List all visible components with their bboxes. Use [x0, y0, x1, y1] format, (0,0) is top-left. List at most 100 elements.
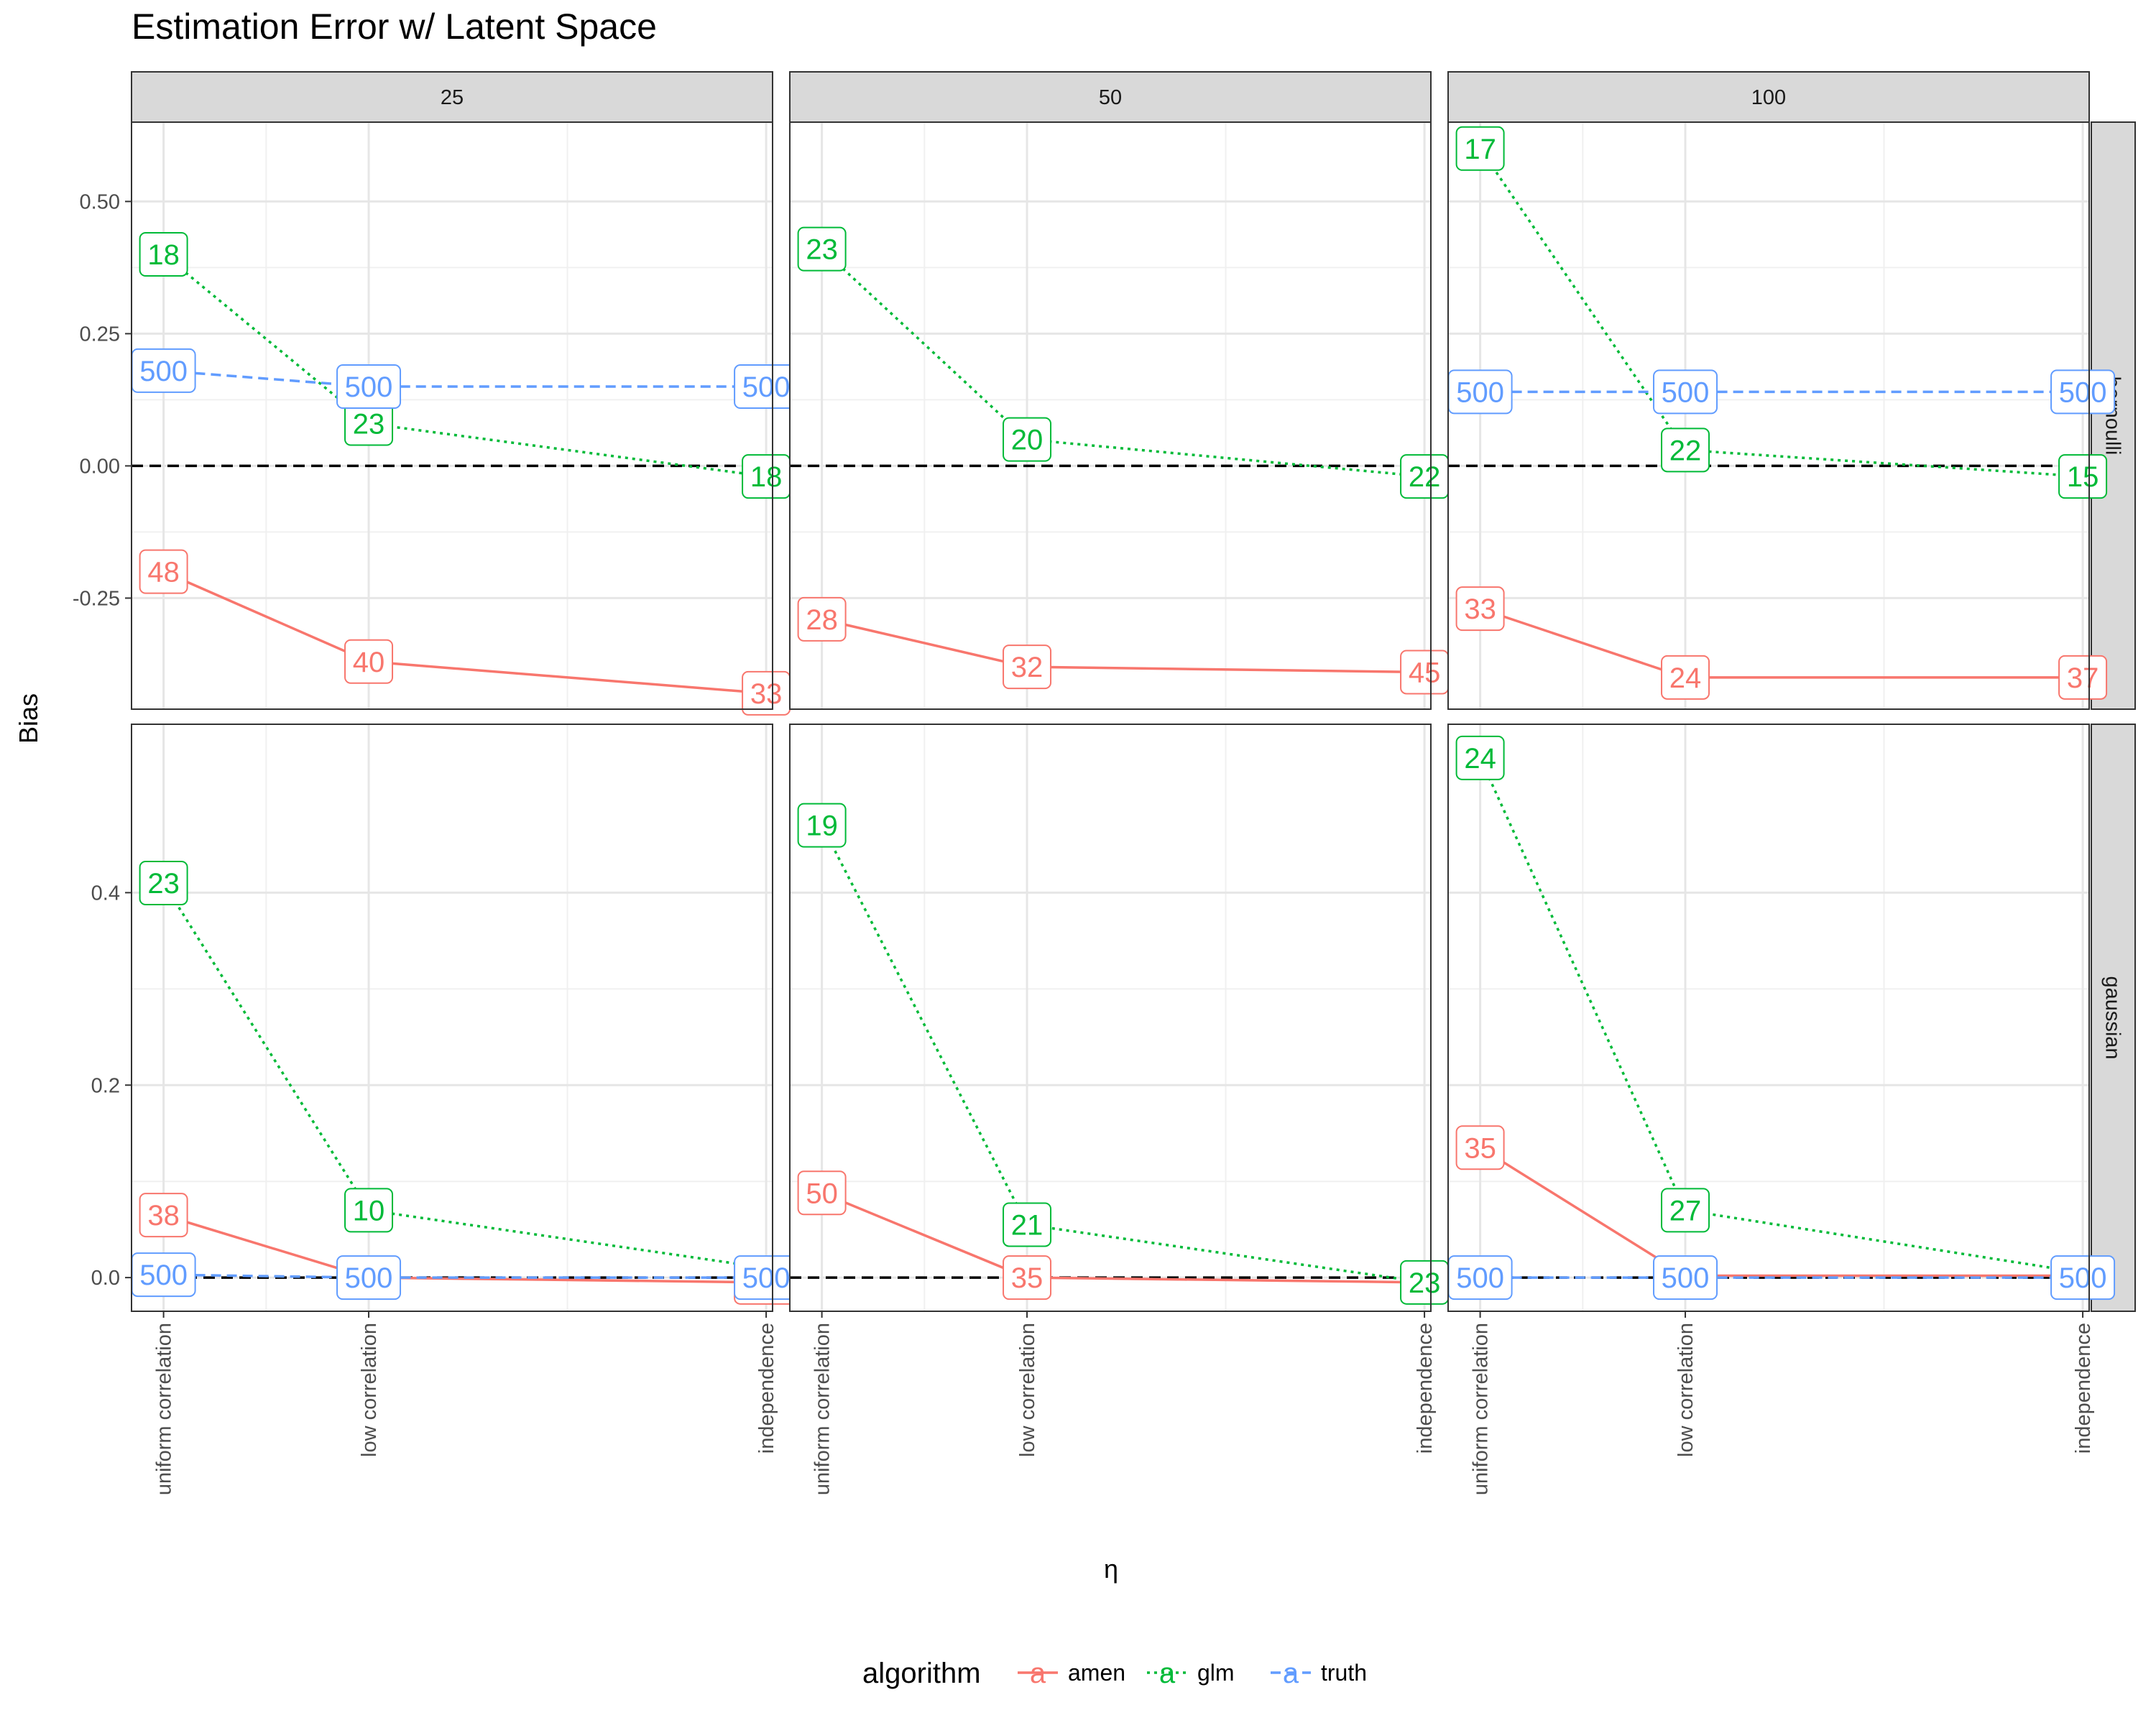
x-axis-tick-label: low correlation	[1016, 1323, 1039, 1457]
facet-strip-label: 25	[441, 86, 464, 109]
panel-border	[789, 121, 1432, 710]
data-label-box	[1653, 369, 1718, 415]
data-label-glm: 19	[806, 810, 838, 842]
panel-background	[790, 122, 1431, 709]
data-label-box	[797, 1170, 847, 1216]
data-label-glm: 22	[1669, 435, 1702, 466]
facet-strip-25	[131, 71, 773, 123]
data-label-truth: 500	[1662, 376, 1710, 408]
data-label-truth: 500	[345, 1262, 393, 1294]
data-label-glm: 23	[806, 234, 838, 266]
data-label-box	[1455, 735, 1505, 780]
data-label-truth: 500	[345, 371, 393, 403]
data-label-glm: 23	[353, 409, 385, 440]
facet-panel-bernoulli-25: 48 40 33 18 23 18 500 500 500	[131, 121, 799, 716]
legend: algorithm a amen a glm a truth	[862, 1658, 1367, 1689]
facet-panel-gaussian-100: 35 24 27 500 500 500	[1447, 724, 2116, 1312]
y-axis-tick-label: -0.25	[73, 587, 120, 610]
data-label-amen: 48	[147, 557, 180, 588]
data-label-box	[2050, 369, 2116, 415]
x-axis-tick-label: independence	[1414, 1323, 1437, 1454]
data-label-truth: 500	[742, 1262, 791, 1294]
data-label-box	[2058, 454, 2108, 499]
data-label-amen: 38	[147, 1200, 180, 1232]
y-axis-title: Bias	[14, 693, 43, 744]
data-label-amen: 50	[806, 1178, 838, 1209]
data-label-amen: 35	[1464, 1132, 1496, 1164]
data-label-box	[1003, 1255, 1052, 1300]
panel-background	[1448, 724, 2089, 1311]
data-label-truth: 500	[1662, 1262, 1710, 1294]
data-label-amen: 33	[1464, 593, 1496, 625]
data-label-box	[1003, 644, 1052, 690]
facet-strip-gaussian	[2091, 724, 2136, 1312]
facet-panel-bernoulli-50: 28 32 45 23 20 22	[789, 121, 1450, 710]
data-label-glm: 18	[147, 239, 180, 271]
data-label-truth: 500	[2059, 1262, 2107, 1294]
series-line-truth	[163, 1273, 767, 1279]
data-label-amen: 40	[353, 647, 385, 678]
data-label-box	[1455, 586, 1505, 632]
legend-title: algorithm	[862, 1658, 981, 1689]
facet-panel-bernoulli-100: 33 24 37 17 22 15 500 500 500	[1447, 121, 2116, 710]
x-axis-tick-label: low correlation	[358, 1323, 381, 1457]
x-axis-title: η	[1104, 1554, 1118, 1584]
y-axis-tick-label: 0.00	[80, 455, 120, 478]
y-axis-tick-label: 0.4	[91, 882, 120, 905]
data-label-box	[336, 364, 402, 410]
data-label-truth: 500	[742, 371, 791, 403]
data-label-amen: 37	[2067, 662, 2099, 694]
data-label-box	[797, 596, 847, 642]
data-label-box	[1003, 1202, 1052, 1247]
data-label-amen: 45	[1409, 657, 1441, 688]
data-label-box	[1661, 655, 1710, 700]
data-label-truth: 500	[2059, 376, 2107, 408]
data-label-box	[336, 1255, 402, 1300]
chart-title: Estimation Error w/ Latent Space	[132, 6, 657, 47]
y-axis-tick-label: 0.50	[80, 190, 120, 213]
data-label-amen: 24	[1669, 662, 1702, 694]
facet-panel-gaussian-25: 385002310500500500	[131, 724, 799, 1312]
facet-strip-50	[789, 71, 1432, 123]
y-axis-tick-label: 0.25	[80, 323, 120, 346]
facet-strip-label: 100	[1751, 86, 1786, 109]
data-label-amen: 35	[1011, 1262, 1044, 1294]
data-label-glm: 21	[1011, 1209, 1044, 1241]
facet-strip-label: gaussian	[2101, 976, 2124, 1059]
data-label-amen: 32	[1011, 652, 1044, 683]
data-label-glm: 20	[1011, 425, 1044, 456]
data-label-amen: 33	[750, 678, 783, 710]
x-axis-tick-label: independence	[2072, 1323, 2095, 1454]
data-label-box	[344, 1188, 394, 1233]
panel-border	[789, 724, 1432, 1312]
data-label-glm: 23	[147, 868, 180, 900]
panel-background	[790, 724, 1431, 1311]
data-label-box	[1661, 428, 1710, 473]
facet-strip-100	[1447, 71, 2090, 123]
facet-strip-label: 50	[1099, 86, 1122, 109]
data-label-box	[139, 232, 188, 277]
panel-background	[132, 724, 773, 1311]
data-label-box	[2050, 1255, 2116, 1300]
data-label-truth: 500	[1456, 1262, 1504, 1294]
facet-panel-gaussian-50: 50 35 19 21 23	[789, 724, 1450, 1312]
panel-border	[1447, 724, 2090, 1312]
y-axis-tick-label: 0.2	[91, 1074, 120, 1097]
data-label-box	[797, 803, 847, 848]
x-axis-tick-label: uniform correlation	[811, 1323, 834, 1495]
data-label-box	[1653, 1255, 1718, 1300]
series-line-glm	[162, 882, 767, 1270]
x-axis-tick-label: uniform correlation	[1470, 1323, 1493, 1495]
data-label-glm: 15	[2067, 461, 2099, 493]
data-label-box	[797, 226, 847, 272]
x-axis-tick-label: uniform correlation	[153, 1323, 176, 1495]
legend-label-truth: truth	[1321, 1660, 1367, 1686]
x-axis-tick-label: low correlation	[1674, 1323, 1697, 1457]
data-label-glm: 17	[1464, 134, 1496, 165]
y-axis-tick-label: 0.0	[91, 1267, 120, 1290]
data-label-box	[344, 639, 394, 684]
data-label-truth: 500	[139, 356, 188, 387]
data-label-box	[1661, 1188, 1710, 1233]
data-label-truth: 500	[139, 1260, 188, 1291]
data-label-box	[1455, 1125, 1505, 1170]
